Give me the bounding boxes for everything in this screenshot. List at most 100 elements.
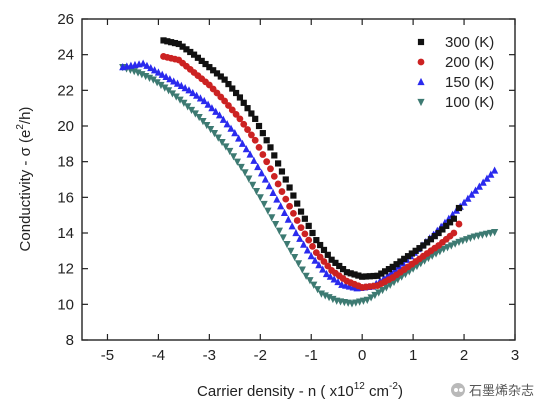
data-point <box>292 228 300 237</box>
data-point <box>343 269 350 276</box>
legend-label: 100 (K) <box>445 94 494 111</box>
x-tick-label: 1 <box>409 347 417 364</box>
y-tick-label: 22 <box>57 82 74 99</box>
x-tick-label: -2 <box>254 347 267 364</box>
data-point <box>336 262 343 270</box>
data-point <box>313 237 320 244</box>
data-point <box>210 67 217 74</box>
data-point <box>237 163 245 172</box>
data-point <box>443 244 452 252</box>
data-point <box>165 87 173 95</box>
y-tick-label: 26 <box>57 11 74 28</box>
data-point <box>222 143 230 151</box>
data-point <box>431 233 438 240</box>
data-point <box>223 120 231 128</box>
data-point <box>460 198 468 206</box>
data-point <box>185 86 193 94</box>
data-point <box>367 294 375 302</box>
data-point <box>166 75 174 83</box>
data-point <box>235 134 243 142</box>
data-point <box>257 169 266 177</box>
data-point <box>260 200 268 209</box>
data-point <box>491 166 499 174</box>
data-point <box>218 138 226 147</box>
data-point <box>374 272 381 279</box>
data-point <box>256 194 264 202</box>
data-point <box>200 96 208 105</box>
data-point <box>162 72 170 81</box>
data-point <box>214 134 222 142</box>
data-point <box>231 129 239 137</box>
x-tick-label: -5 <box>101 347 114 364</box>
data-point <box>366 273 373 280</box>
data-point <box>240 99 247 106</box>
data-point <box>362 273 370 280</box>
data-point <box>378 270 385 277</box>
data-point <box>303 246 312 254</box>
data-point <box>158 70 166 78</box>
data-point <box>317 241 324 249</box>
data-point <box>309 242 316 250</box>
y-tick-label: 10 <box>57 296 74 313</box>
data-point <box>179 43 186 50</box>
y-axis-label: Conductivity - σ (e2/h) <box>15 107 34 252</box>
data-point <box>229 85 236 92</box>
data-point <box>225 80 232 88</box>
data-point <box>478 231 486 239</box>
data-point <box>487 170 495 178</box>
data-point <box>446 219 454 226</box>
data-point <box>339 266 347 273</box>
x-tick-label: -4 <box>152 347 165 364</box>
data-point <box>471 186 480 194</box>
legend-marker <box>417 77 425 86</box>
data-point <box>173 79 182 87</box>
data-point <box>375 289 383 297</box>
legend-label: 150 (K) <box>445 74 494 91</box>
data-point <box>277 202 285 210</box>
data-point <box>252 115 259 122</box>
data-point <box>416 245 423 252</box>
data-point <box>227 124 235 132</box>
data-point <box>255 122 263 130</box>
data-point <box>181 84 189 92</box>
x-tick-label: 2 <box>460 347 468 364</box>
data-point <box>233 158 241 166</box>
data-point <box>491 229 499 237</box>
data-point <box>312 249 320 257</box>
data-point <box>436 248 444 256</box>
data-point <box>306 277 314 285</box>
data-point <box>450 215 457 222</box>
data-point <box>326 272 334 280</box>
data-point <box>290 209 297 217</box>
x-tick-label: 3 <box>511 347 519 364</box>
data-point <box>393 261 400 268</box>
data-point <box>249 181 257 189</box>
data-point <box>271 152 278 159</box>
data-point <box>221 76 228 83</box>
data-point <box>226 147 234 156</box>
data-point <box>245 175 253 183</box>
legend-marker <box>417 98 425 107</box>
data-point <box>424 239 431 246</box>
data-point <box>286 184 293 191</box>
data-point <box>219 115 227 123</box>
data-point <box>275 160 282 167</box>
data-point <box>401 255 408 262</box>
data-point <box>351 271 358 278</box>
data-point <box>232 111 240 118</box>
data-point <box>479 178 487 186</box>
data-point <box>314 286 322 294</box>
data-point <box>168 90 177 98</box>
data-point <box>184 103 192 111</box>
data-point <box>474 232 482 240</box>
data-point <box>283 241 291 249</box>
data-point <box>255 144 263 151</box>
data-point <box>297 208 305 215</box>
data-point <box>157 81 165 90</box>
data-point <box>175 40 182 48</box>
y-tick-label: 24 <box>57 47 74 64</box>
data-point <box>236 115 244 123</box>
data-point <box>291 253 299 262</box>
data-point <box>455 204 463 212</box>
plot-frame <box>81 18 516 341</box>
